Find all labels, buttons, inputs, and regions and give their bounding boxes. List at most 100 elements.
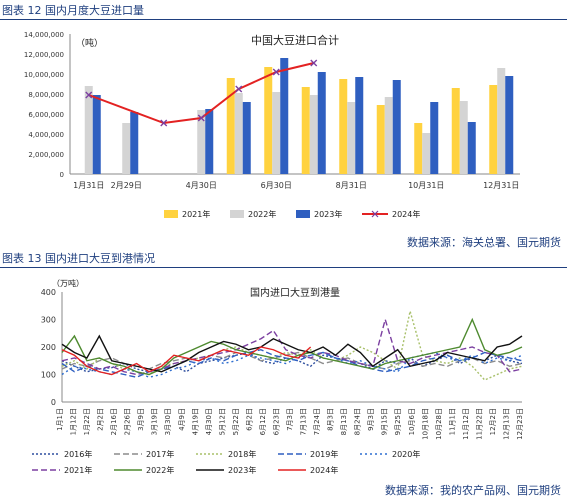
bar-2022年 bbox=[347, 102, 356, 174]
x-tick-label: 9月15日 bbox=[381, 408, 389, 435]
x-tick-label: 11月1日 bbox=[448, 408, 456, 435]
bar-2022年 bbox=[272, 92, 281, 174]
bar-2023年 bbox=[130, 112, 139, 174]
y-tick-label: 2,000,000 bbox=[28, 151, 64, 159]
bar-2022年 bbox=[197, 110, 206, 174]
bar-2022年 bbox=[84, 86, 93, 174]
figure13-chart: 0 100 200 300 400（万吨） 国内进口大豆到港量 1月1日 1月12日 1月22日… bbox=[32, 278, 524, 475]
y-tick-label: 200 bbox=[41, 343, 56, 352]
x-tick-label: 10月28日 bbox=[435, 408, 443, 440]
legend-label: 2022年 bbox=[248, 209, 276, 219]
chart-title: 国内进口大豆到港量 bbox=[250, 286, 340, 299]
legend-marker bbox=[371, 210, 379, 218]
bar-2022年 bbox=[384, 97, 393, 174]
legend-label: 2016年 bbox=[64, 449, 92, 459]
series-line-2016年 bbox=[61, 351, 523, 373]
x-tick-label: 4月19日 bbox=[191, 408, 199, 435]
x-tick-label: 4月30日 bbox=[186, 181, 217, 190]
y-tick-label: 4,000,000 bbox=[28, 131, 64, 139]
legend-label: 2017年 bbox=[146, 449, 174, 459]
bar-2022年 bbox=[309, 95, 318, 174]
x-tick-label: 10月31日 bbox=[408, 181, 444, 190]
unit-label: （万吨） bbox=[52, 278, 84, 288]
x-tick-label: 6月30日 bbox=[261, 181, 292, 190]
marker-2024 bbox=[272, 68, 280, 76]
legend-swatch bbox=[230, 210, 244, 218]
x-tick-label: 2月16日 bbox=[110, 408, 118, 435]
bar-2023年 bbox=[430, 102, 439, 174]
bar-2023年 bbox=[317, 72, 326, 174]
marker-2024 bbox=[235, 85, 243, 93]
bar-2022年 bbox=[459, 101, 468, 174]
figure12-chart: 0 2,000,000 4,000,000 6,000,000 8,000,000 10,… bbox=[24, 31, 520, 219]
series-line-2018年 bbox=[61, 311, 523, 381]
x-tick-label: 8月24日 bbox=[354, 408, 362, 435]
legend-swatch bbox=[296, 210, 310, 218]
figure13-caption: 图表 13 国内进口大豆到港情况 bbox=[0, 250, 567, 268]
marker-2024 bbox=[310, 59, 318, 67]
legend-label: 2018年 bbox=[228, 449, 256, 459]
bar-2023年 bbox=[242, 102, 251, 174]
x-tick-label: 2月2日 bbox=[97, 408, 105, 431]
x-tick-label: 1月12日 bbox=[70, 408, 78, 435]
legend-label: 2019年 bbox=[310, 449, 338, 459]
x-tick-label: 5月12日 bbox=[218, 408, 226, 435]
x-tick-label: 4月30日 bbox=[205, 408, 213, 435]
y-tick-label: 6,000,000 bbox=[28, 111, 64, 119]
y-tick-label: 0 bbox=[60, 171, 64, 179]
marker-2024 bbox=[85, 91, 93, 99]
x-tick-label: 11月22日 bbox=[475, 408, 483, 440]
legend-label: 2024年 bbox=[310, 465, 338, 475]
x-tick-label: 12月2日 bbox=[489, 408, 497, 435]
bar-2021年 bbox=[489, 85, 498, 174]
legend-label: 2023年 bbox=[314, 209, 342, 219]
bar-2023年 bbox=[467, 122, 476, 174]
bar-2021年 bbox=[451, 88, 460, 174]
x-tick-label: 5月22日 bbox=[232, 408, 240, 435]
figure12-source: 数据来源：海关总署、国元期货 bbox=[407, 236, 561, 249]
x-tick-label: 12月13日 bbox=[502, 408, 510, 440]
y-tick-label: 300 bbox=[41, 316, 56, 325]
series-line-2021年 bbox=[61, 316, 523, 376]
x-tick-label: 7月13日 bbox=[300, 408, 308, 435]
figure12-caption: 图表 12 国内月度大豆进口量 bbox=[0, 2, 567, 20]
y-tick-label: 10,000,000 bbox=[24, 71, 64, 79]
x-tick-label: 1月22日 bbox=[83, 408, 91, 435]
bar-2021年 bbox=[301, 87, 310, 174]
bar-2022年 bbox=[122, 123, 131, 174]
x-tick-label: 8月13日 bbox=[340, 408, 348, 435]
legend-swatch bbox=[164, 210, 178, 218]
bar-2023年 bbox=[92, 95, 101, 174]
x-tick-label: 1月31日 bbox=[73, 181, 104, 190]
marker-2024 bbox=[197, 114, 205, 122]
y-tick-label: 100 bbox=[41, 371, 56, 380]
x-tick-label: 6月23日 bbox=[272, 408, 280, 435]
y-tick-label: 14,000,000 bbox=[24, 31, 64, 39]
x-tick-label: 12月31日 bbox=[483, 181, 519, 190]
x-tick-label: 3月30日 bbox=[164, 408, 172, 435]
y-tick-label: 400 bbox=[41, 288, 56, 297]
bar-2021年 bbox=[414, 123, 423, 174]
x-tick-label: 10月18日 bbox=[421, 408, 429, 440]
bar-2021年 bbox=[339, 79, 348, 174]
x-tick-label: 6月2日 bbox=[245, 408, 253, 431]
x-tick-label: 11月12日 bbox=[462, 408, 470, 440]
legend-label: 2021年 bbox=[64, 465, 92, 475]
legend-label: 2021年 bbox=[182, 209, 210, 219]
x-tick-label: 7月3日 bbox=[286, 408, 294, 431]
y-tick-label: 0 bbox=[51, 398, 56, 407]
x-tick-label: 4月9日 bbox=[178, 408, 186, 431]
y-tick-label: 12,000,000 bbox=[24, 51, 64, 59]
x-tick-label: 1月1日 bbox=[56, 408, 64, 431]
x-tick-label: 3月19日 bbox=[151, 408, 159, 435]
marker-2024 bbox=[160, 119, 168, 127]
x-tick-label: 3月9日 bbox=[137, 408, 145, 431]
bar-2023年 bbox=[505, 76, 514, 174]
bar-2023年 bbox=[355, 77, 364, 174]
x-tick-label: 9月3日 bbox=[367, 408, 375, 431]
bar-2022年 bbox=[234, 93, 243, 174]
legend-label: 2023年 bbox=[228, 465, 256, 475]
bar-2022年 bbox=[422, 133, 431, 174]
bar-2023年 bbox=[280, 58, 289, 174]
x-tick-label: 8月3日 bbox=[327, 408, 335, 431]
